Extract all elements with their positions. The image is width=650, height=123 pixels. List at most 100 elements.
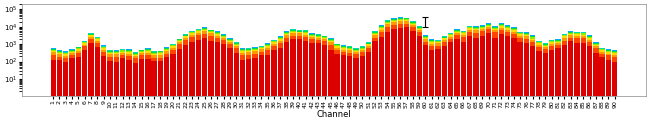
Bar [410, 31, 415, 96]
Bar [227, 48, 233, 96]
Bar [51, 60, 56, 96]
Bar [70, 52, 75, 53]
Bar [341, 46, 346, 47]
Bar [499, 26, 504, 28]
Bar [473, 26, 478, 27]
Bar [606, 49, 611, 50]
Bar [599, 52, 605, 54]
Bar [246, 50, 252, 51]
Bar [454, 30, 460, 31]
Bar [480, 36, 485, 96]
Bar [227, 39, 233, 40]
Bar [158, 61, 163, 96]
Bar [240, 60, 245, 96]
Bar [252, 48, 258, 49]
Bar [114, 54, 119, 57]
Bar [555, 39, 561, 40]
Bar [303, 33, 308, 35]
Bar [354, 58, 359, 96]
Bar [587, 46, 592, 96]
Bar [505, 26, 510, 27]
Bar [341, 52, 346, 55]
Bar [511, 29, 517, 30]
Bar [354, 54, 359, 58]
Bar [120, 52, 125, 53]
Bar [499, 30, 504, 34]
Bar [278, 36, 283, 37]
Bar [448, 42, 454, 96]
Bar [189, 42, 195, 96]
Bar [133, 53, 138, 54]
Bar [593, 43, 599, 44]
Bar [511, 30, 517, 32]
Bar [530, 38, 536, 40]
Bar [202, 28, 207, 29]
Bar [562, 38, 567, 41]
Bar [133, 63, 138, 96]
Bar [612, 53, 618, 55]
Bar [303, 35, 308, 37]
Bar [492, 26, 498, 27]
Bar [417, 36, 422, 96]
Bar [417, 29, 422, 30]
Bar [391, 20, 396, 21]
Bar [379, 28, 384, 30]
Bar [315, 38, 321, 40]
Bar [612, 62, 618, 96]
Bar [284, 32, 289, 33]
Bar [82, 43, 87, 45]
Bar [467, 27, 473, 28]
Bar [252, 54, 258, 58]
Bar [568, 33, 573, 34]
Bar [587, 37, 592, 38]
Bar [265, 48, 270, 50]
Bar [467, 26, 473, 27]
Bar [398, 17, 403, 18]
Bar [246, 48, 252, 49]
Bar [82, 45, 87, 46]
Bar [347, 48, 352, 49]
Bar [88, 37, 94, 39]
Bar [341, 45, 346, 46]
Bar [265, 45, 270, 46]
Bar [461, 35, 466, 37]
Bar [366, 42, 371, 43]
Bar [379, 26, 384, 27]
Bar [322, 37, 327, 38]
Bar [88, 43, 94, 96]
Bar [63, 62, 68, 96]
Bar [76, 46, 81, 47]
Bar [265, 46, 270, 48]
Bar [454, 29, 460, 30]
Bar [549, 50, 554, 96]
Bar [580, 35, 586, 36]
Bar [467, 36, 473, 96]
Bar [139, 51, 144, 52]
Bar [574, 38, 580, 43]
Bar [114, 52, 119, 53]
Bar [359, 49, 365, 50]
Bar [107, 51, 112, 52]
Bar [580, 43, 586, 96]
Bar [404, 21, 410, 23]
Bar [335, 46, 340, 47]
Bar [133, 52, 138, 53]
Bar [391, 21, 396, 22]
Bar [259, 52, 264, 55]
Bar [70, 51, 75, 52]
Bar [76, 57, 81, 96]
Bar [120, 58, 125, 96]
Bar [505, 27, 510, 28]
Bar [227, 42, 233, 45]
Bar [284, 38, 289, 42]
Bar [309, 35, 315, 36]
Bar [145, 50, 151, 51]
Bar [139, 59, 144, 96]
Bar [63, 54, 68, 56]
Bar [379, 27, 384, 28]
Bar [606, 51, 611, 52]
Bar [429, 42, 434, 44]
Bar [145, 59, 151, 96]
Bar [568, 34, 573, 35]
Bar [57, 52, 62, 53]
